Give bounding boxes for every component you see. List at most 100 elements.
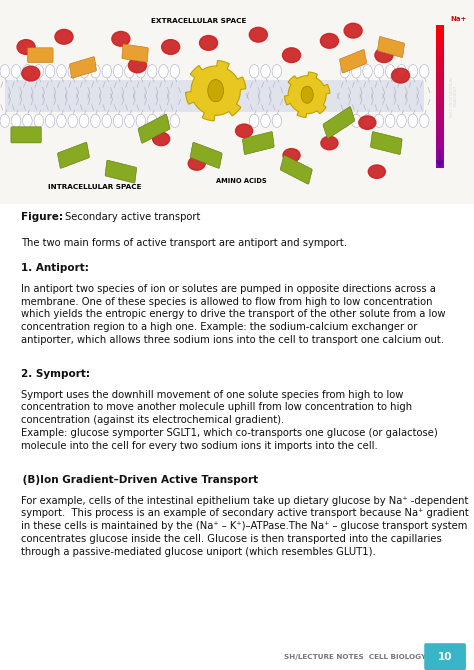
Circle shape	[57, 64, 66, 78]
Text: INTRACELLULAR SPACE: INTRACELLULAR SPACE	[48, 184, 142, 190]
Ellipse shape	[344, 23, 362, 38]
Bar	[436, 82, 444, 85]
Circle shape	[91, 114, 100, 127]
Text: In antiport two species of ion or solutes are pumped in opposite directions acro: In antiport two species of ion or solute…	[21, 283, 446, 345]
Circle shape	[340, 114, 350, 127]
Bar	[436, 25, 444, 28]
Bar	[436, 89, 444, 92]
Circle shape	[102, 64, 111, 78]
Circle shape	[113, 114, 123, 127]
Circle shape	[57, 114, 66, 127]
Circle shape	[363, 114, 372, 127]
FancyBboxPatch shape	[378, 37, 404, 58]
Ellipse shape	[128, 58, 146, 73]
Bar	[436, 157, 444, 160]
Bar	[436, 114, 444, 117]
Bar	[436, 160, 444, 164]
Bar	[436, 60, 444, 64]
Bar	[436, 121, 444, 125]
Circle shape	[68, 64, 78, 78]
Ellipse shape	[320, 34, 338, 48]
Circle shape	[363, 64, 372, 78]
Circle shape	[408, 114, 418, 127]
Circle shape	[11, 64, 21, 78]
Ellipse shape	[162, 40, 180, 54]
FancyBboxPatch shape	[280, 155, 312, 184]
Bar	[0, 0, 474, 204]
Circle shape	[147, 114, 157, 127]
FancyBboxPatch shape	[122, 44, 148, 62]
Circle shape	[34, 64, 44, 78]
Circle shape	[249, 64, 259, 78]
Circle shape	[340, 64, 350, 78]
Bar	[436, 96, 444, 100]
Bar	[436, 78, 444, 82]
Ellipse shape	[392, 68, 410, 83]
Circle shape	[125, 114, 134, 127]
Circle shape	[419, 114, 429, 127]
Circle shape	[272, 114, 282, 127]
Text: The two main forms of active transport are antiport and symport.: The two main forms of active transport a…	[21, 237, 347, 247]
FancyBboxPatch shape	[323, 107, 355, 139]
FancyBboxPatch shape	[105, 160, 137, 183]
Circle shape	[272, 64, 282, 78]
FancyBboxPatch shape	[70, 57, 96, 78]
Circle shape	[385, 64, 395, 78]
Bar	[436, 85, 444, 89]
FancyBboxPatch shape	[190, 142, 222, 168]
Circle shape	[249, 114, 259, 127]
Bar	[436, 64, 444, 68]
Text: 10: 10	[438, 652, 452, 661]
FancyBboxPatch shape	[57, 142, 90, 168]
Text: SH/LECTURE NOTES  CELL BIOLOGY: SH/LECTURE NOTES CELL BIOLOGY	[284, 654, 427, 659]
Circle shape	[113, 64, 123, 78]
Circle shape	[79, 114, 89, 127]
Bar	[5, 80, 424, 112]
Bar	[436, 139, 444, 143]
Ellipse shape	[249, 27, 267, 42]
Circle shape	[397, 114, 406, 127]
Bar	[436, 53, 444, 57]
FancyBboxPatch shape	[27, 48, 53, 62]
Circle shape	[68, 114, 78, 127]
Bar	[436, 92, 444, 96]
Bar	[436, 135, 444, 139]
Polygon shape	[284, 72, 330, 117]
Circle shape	[261, 64, 270, 78]
FancyBboxPatch shape	[371, 131, 402, 155]
Text: 2. Symport:: 2. Symport:	[21, 369, 91, 379]
Circle shape	[136, 114, 146, 127]
Bar	[436, 42, 444, 46]
Bar	[436, 111, 444, 114]
Text: Na+: Na+	[450, 16, 467, 22]
Circle shape	[170, 114, 180, 127]
Circle shape	[125, 64, 134, 78]
Text: Figure:: Figure:	[21, 212, 64, 222]
Circle shape	[408, 64, 418, 78]
Ellipse shape	[283, 149, 300, 162]
Circle shape	[159, 114, 168, 127]
Circle shape	[261, 114, 270, 127]
Circle shape	[102, 114, 111, 127]
Ellipse shape	[153, 132, 170, 145]
Circle shape	[46, 114, 55, 127]
Bar	[436, 100, 444, 103]
Circle shape	[79, 64, 89, 78]
Ellipse shape	[188, 157, 205, 170]
Circle shape	[11, 114, 21, 127]
Circle shape	[159, 64, 168, 78]
Circle shape	[136, 64, 146, 78]
Ellipse shape	[200, 36, 218, 50]
Bar	[436, 128, 444, 132]
Bar	[436, 143, 444, 146]
Circle shape	[351, 114, 361, 127]
FancyBboxPatch shape	[11, 127, 41, 143]
FancyBboxPatch shape	[243, 131, 274, 155]
Bar	[436, 57, 444, 60]
Circle shape	[0, 64, 9, 78]
Ellipse shape	[283, 48, 301, 62]
Bar	[436, 31, 444, 36]
Circle shape	[23, 114, 32, 127]
Ellipse shape	[321, 136, 338, 150]
Circle shape	[301, 86, 313, 103]
